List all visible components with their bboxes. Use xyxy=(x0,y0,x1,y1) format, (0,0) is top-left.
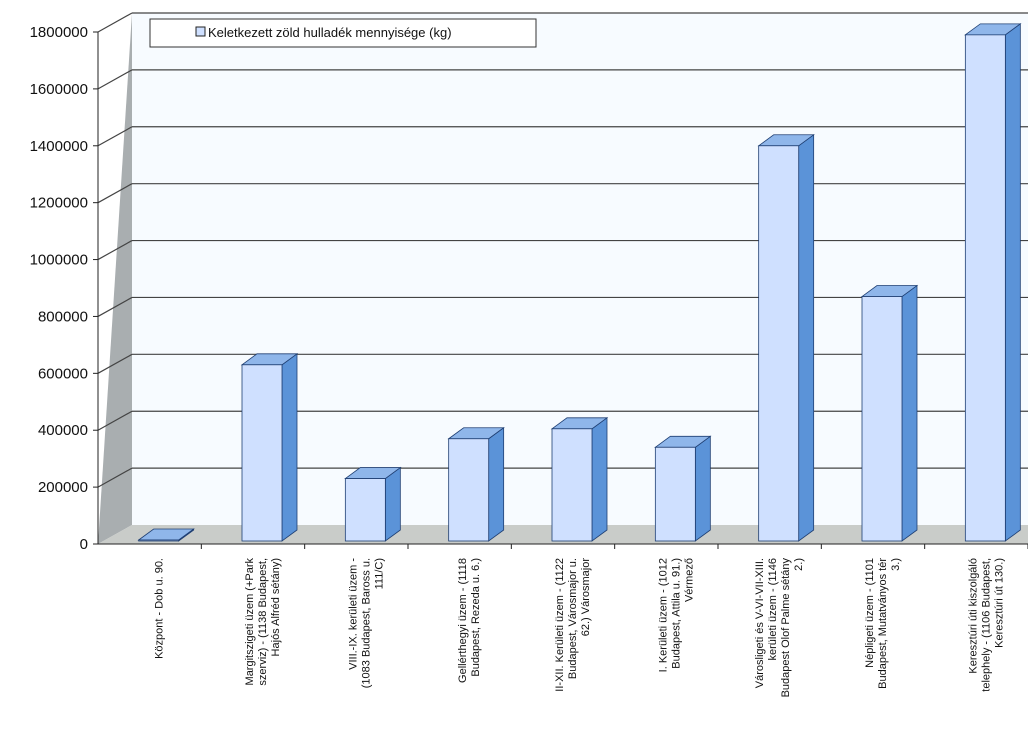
x-tick-label-line: Központ - Dob u. 90. xyxy=(154,558,166,659)
legend: Keletkezett zöld hulladék mennyisége (kg… xyxy=(149,18,537,48)
bar-front xyxy=(861,296,903,542)
gridline-side xyxy=(97,467,133,488)
x-tick-label-line: Budapest, Mutatványos tér xyxy=(877,558,889,689)
x-tick-label-line: (1083 Budapest, Baross u. xyxy=(360,558,372,688)
y-tick-label: 1200000 xyxy=(30,195,88,212)
y-tick-label: 1800000 xyxy=(30,24,88,41)
bar-side xyxy=(488,426,505,542)
left-wall xyxy=(98,13,132,544)
bar-front xyxy=(344,478,386,542)
bar xyxy=(550,417,609,542)
bar-side xyxy=(694,435,711,542)
bar xyxy=(860,284,919,542)
gridline-side xyxy=(97,240,133,261)
x-tick-label-line: II-XII. Kerületi üzem - (1122 xyxy=(554,558,566,692)
x-tick-label-line: Budapest, Attila u. 91.) xyxy=(670,558,682,669)
bar xyxy=(757,133,815,542)
gridline-side xyxy=(97,69,133,90)
x-tick-label-line: kerületi üzem - (1146 xyxy=(767,558,779,661)
gridline-side xyxy=(97,183,133,204)
y-tick-label: 200000 xyxy=(38,479,88,496)
bar-front xyxy=(241,364,283,542)
x-tick-label-line: Hajós Alfréd sétány) xyxy=(270,558,282,656)
y-tick-label: 800000 xyxy=(38,308,88,325)
gridline-side xyxy=(97,296,133,317)
x-tick-label-line: Keresztúri úti kiszolgáló xyxy=(967,558,979,674)
y-tick-label: 1600000 xyxy=(30,81,88,98)
y-axis: 0 200000 400000 600000 800000 1000000 1200000 1… xyxy=(30,24,1028,553)
x-tick-label: Központ - Dob u. 90. xyxy=(154,558,166,659)
bars xyxy=(137,23,1022,542)
bar-side xyxy=(798,133,815,542)
y-tick-label: 600000 xyxy=(38,365,88,382)
x-tick-label-line: 111/C) xyxy=(373,558,385,589)
x-tick-label-line: Városligeti és V-VI-VII-XIII. xyxy=(754,558,766,688)
x-tick-label-line: Vérmező xyxy=(683,558,695,602)
legend-swatch-icon xyxy=(195,26,206,37)
y-tick-label: 1400000 xyxy=(30,138,88,155)
gridline-side xyxy=(97,12,133,33)
x-tick-label-line: szerviz) - (1138 Budapest, xyxy=(257,558,269,686)
x-tick-label-line: Margitszigeti üzem (+Park xyxy=(244,558,256,686)
bar-side xyxy=(281,353,298,542)
x-tick-label: I. Kerületi üzem - (1012Budapest, Attila… xyxy=(657,558,695,672)
bar xyxy=(137,528,195,542)
x-axis-labels: Központ - Dob u. 90. Margitszigeti üzem (… xyxy=(154,558,1006,698)
x-tick-label: II-XII. Kerületi üzem - (1122Budapest, V… xyxy=(554,558,592,692)
bar-side xyxy=(591,417,608,542)
legend-box xyxy=(149,18,537,48)
x-tick-label: Városligeti és V-VI-VII-XIII.kerületi üz… xyxy=(754,558,805,698)
bar-front xyxy=(964,34,1006,542)
x-tick-label: VIII.-IX. kerületi üzem -(1083 Budapest,… xyxy=(347,558,385,689)
x-tick-label-line: 62.) Városmajor xyxy=(580,558,592,637)
x-tick-label-line: Budapest, Rezeda u. 6.) xyxy=(470,558,482,677)
x-tick-label-line: Budapest, Városmajor u. xyxy=(567,558,579,679)
bar-front xyxy=(758,145,800,542)
bar-side xyxy=(384,466,401,542)
bar-front xyxy=(138,539,180,542)
bar-front xyxy=(551,428,593,542)
x-tick-label-line: Keresztúri út 130.) xyxy=(993,558,1005,648)
x-tick-label: Margitszigeti üzem (+Parkszerviz) - (113… xyxy=(244,558,282,686)
bar xyxy=(344,466,402,542)
x-tick-label-line: Népligeti üzem - (1101 xyxy=(864,558,876,668)
bar xyxy=(964,23,1022,542)
bar-side xyxy=(901,284,918,542)
bar-front xyxy=(654,446,696,542)
bar-front xyxy=(448,438,490,542)
gridline-side xyxy=(97,126,133,147)
gridline-side xyxy=(97,353,133,374)
x-tick-label-line: Gellérthegyi üzem - (1118 xyxy=(457,558,469,683)
x-tick-label-line: 3.) xyxy=(890,558,902,571)
bar-side xyxy=(1004,23,1021,542)
y-tick-label: 0 xyxy=(80,536,88,553)
x-tick-label: Keresztúri úti kiszolgálótelephely - (11… xyxy=(967,558,1005,692)
bar xyxy=(240,353,299,542)
x-tick-label: Népligeti üzem - (1101Budapest, Mutatván… xyxy=(864,558,902,689)
x-tick-label-line: Budapest Olof Palme sétány xyxy=(780,558,792,698)
gridline-side xyxy=(97,410,133,431)
x-tick-label-line: telephely - (1106 Budapest, xyxy=(980,558,992,692)
x-tick-label-line: 2.) xyxy=(793,558,805,571)
legend-label: Keletkezett zöld hulladék mennyisége (kg… xyxy=(208,25,452,40)
x-tick-label-line: I. Kerületi üzem - (1012 xyxy=(657,558,669,672)
x-tick-label-line: VIII.-IX. kerületi üzem - xyxy=(347,558,359,670)
y-tick-label: 1000000 xyxy=(30,252,88,269)
bar xyxy=(654,435,712,542)
bar xyxy=(447,426,505,542)
y-tick-label: 400000 xyxy=(38,422,88,439)
x-tick-label: Gellérthegyi üzem - (1118Budapest, Rezed… xyxy=(457,558,482,683)
